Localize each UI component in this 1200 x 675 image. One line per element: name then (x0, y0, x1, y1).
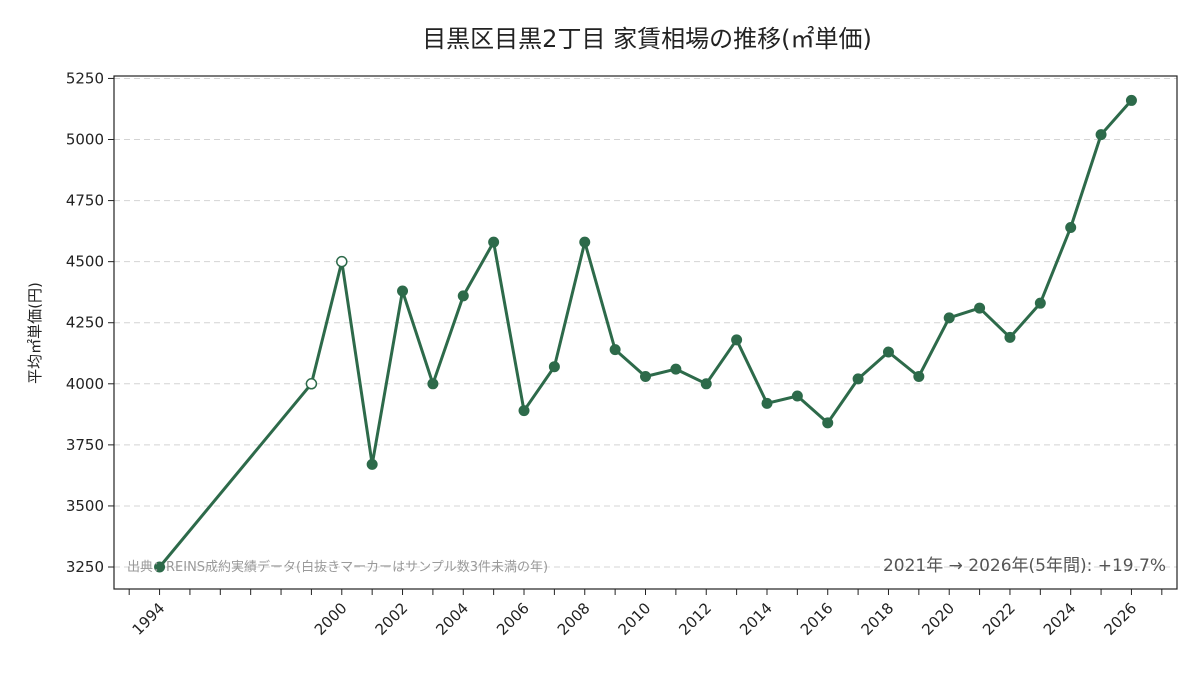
data-point-hollow (336, 255, 348, 268)
data-point (822, 417, 834, 429)
y-tick-label: 4000 (66, 375, 104, 393)
x-tick-label: 2002 (372, 599, 412, 639)
data-point (1095, 129, 1107, 141)
source-note: 出典：REINS成約実績データ(白抜きマーカーはサンプル数3件未満の年) (127, 559, 548, 575)
x-tick-label: 2014 (736, 599, 776, 639)
y-tick-label: 4500 (66, 253, 104, 271)
data-point (943, 312, 955, 324)
y-tick-label: 5250 (66, 69, 104, 87)
y-tick-label: 3250 (66, 558, 104, 576)
x-tick-label: 2006 (493, 599, 533, 639)
data-point (518, 405, 530, 417)
data-point (852, 373, 864, 385)
data-point (154, 561, 166, 573)
data-point (457, 290, 469, 302)
y-tick-label: 5000 (66, 131, 104, 149)
data-point (1004, 331, 1016, 343)
data-point (427, 378, 439, 390)
x-tick-label: 2004 (432, 599, 472, 639)
y-tick-label: 4750 (66, 192, 104, 210)
data-point (913, 370, 925, 382)
y-axis-ticks: 3250 3500 3750 4000 4250 4500 4750 5000 5250 (66, 69, 114, 576)
data-point (488, 236, 500, 248)
data-point (609, 344, 621, 356)
data-point (791, 390, 803, 402)
y-axis-label: 平均㎡単価(円) (26, 282, 44, 384)
y-tick-label: 3750 (66, 436, 104, 454)
x-tick-label: 2026 (1101, 599, 1141, 639)
x-tick-label: 2008 (554, 599, 594, 639)
x-tick-label: 2012 (675, 599, 715, 639)
x-tick-label: 2022 (979, 599, 1019, 639)
x-tick-label: 1994 (129, 599, 169, 639)
data-point (1065, 221, 1077, 233)
data-point (731, 334, 743, 346)
x-tick-label: 2018 (858, 599, 898, 639)
data-point (640, 370, 651, 382)
x-tick-label: 2020 (918, 599, 958, 639)
data-point (700, 378, 712, 390)
data-point (366, 458, 378, 470)
change-note: 2021年 → 2026年(5年間): +19.7% (883, 556, 1166, 576)
data-point (1125, 94, 1137, 106)
x-tick-label: 2024 (1040, 599, 1080, 639)
chart-title: 目黒区目黒2丁目 家賃相場の推移(㎡単価) (422, 25, 872, 53)
plot-frame (113, 75, 1178, 590)
x-tick-label: 2016 (797, 599, 837, 639)
data-point (974, 302, 986, 314)
y-tick-label: 4250 (66, 314, 104, 332)
data-point-hollow (305, 378, 318, 390)
series-line (158, 99, 1133, 568)
data-point (761, 397, 773, 409)
data-point (579, 236, 591, 248)
y-tick-label: 3500 (66, 497, 104, 515)
x-tick-label: 2010 (615, 599, 655, 639)
grid-lines (114, 77, 1177, 568)
data-point (397, 285, 409, 297)
x-axis-ticks: 1994 2000 2002 2004 2006 2008 2010 2012 2014 2016… (129, 589, 1163, 639)
data-point (670, 363, 682, 375)
x-tick-label: 2000 (311, 599, 351, 639)
data-point (548, 361, 560, 373)
data-point (1034, 297, 1046, 309)
data-point (882, 346, 894, 358)
data-points (154, 94, 1137, 573)
